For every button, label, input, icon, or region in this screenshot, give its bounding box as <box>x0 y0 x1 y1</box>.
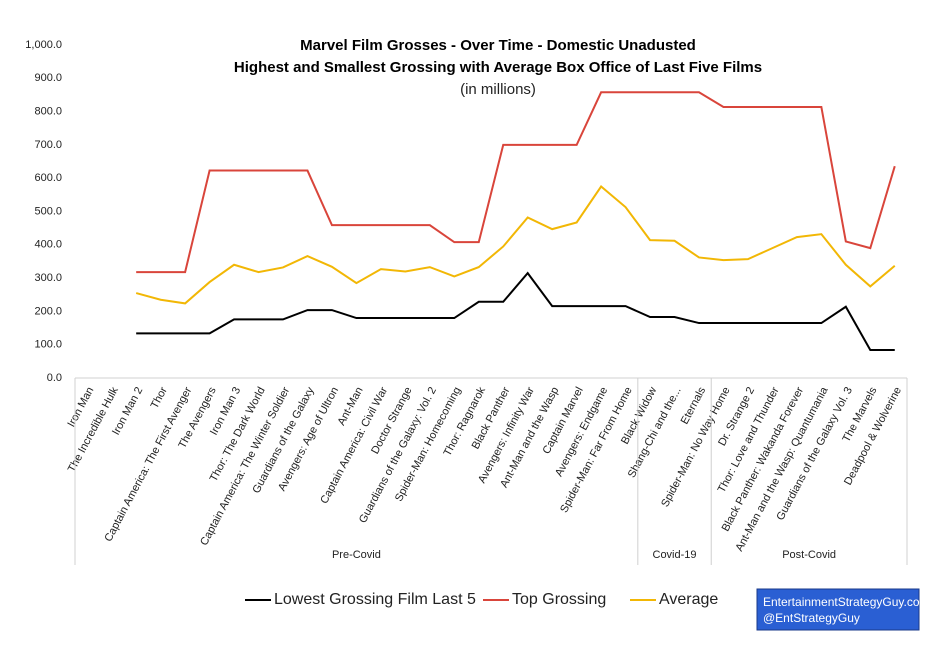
credit-box <box>756 588 920 631</box>
y-tick-label: 900.0 <box>34 72 62 84</box>
y-tick-label: 300.0 <box>34 272 62 284</box>
group-label: Covid-19 <box>653 549 697 561</box>
line-series <box>136 271 895 352</box>
group-label: Post-Covid <box>782 549 836 561</box>
legend-label: Average <box>659 591 718 608</box>
y-tick-label: 400.0 <box>34 239 62 251</box>
credit-handle: @EntStrategyGuy <box>763 611 860 625</box>
y-tick-label: 700.0 <box>34 139 62 151</box>
legend-label: Top Grossing <box>512 591 606 608</box>
x-tick-label: Thor <box>149 385 170 411</box>
legend-label: Lowest Grossing Film Last 5 <box>274 591 476 608</box>
group-label: Pre-Covid <box>332 549 381 561</box>
x-tick-label: Captain America: The First Avenger <box>102 385 194 544</box>
y-tick-label: 800.0 <box>34 106 62 118</box>
chart-subtitle: Highest and Smallest Grossing with Avera… <box>234 59 762 76</box>
y-tick-label: 500.0 <box>34 205 62 217</box>
y-tick-label: 1,000.0 <box>25 39 62 51</box>
units-label: (in millions) <box>460 81 536 98</box>
line-series <box>136 91 896 274</box>
chart-title: Marvel Film Grosses - Over Time - Domest… <box>300 37 696 54</box>
y-tick-label: 200.0 <box>34 305 62 317</box>
credit-site: EntertainmentStrategyGuy.com <box>763 595 930 609</box>
y-tick-label: 0.0 <box>47 372 62 384</box>
y-tick-label: 600.0 <box>34 172 62 184</box>
line-series <box>135 185 896 305</box>
y-tick-label: 100.0 <box>34 339 62 351</box>
